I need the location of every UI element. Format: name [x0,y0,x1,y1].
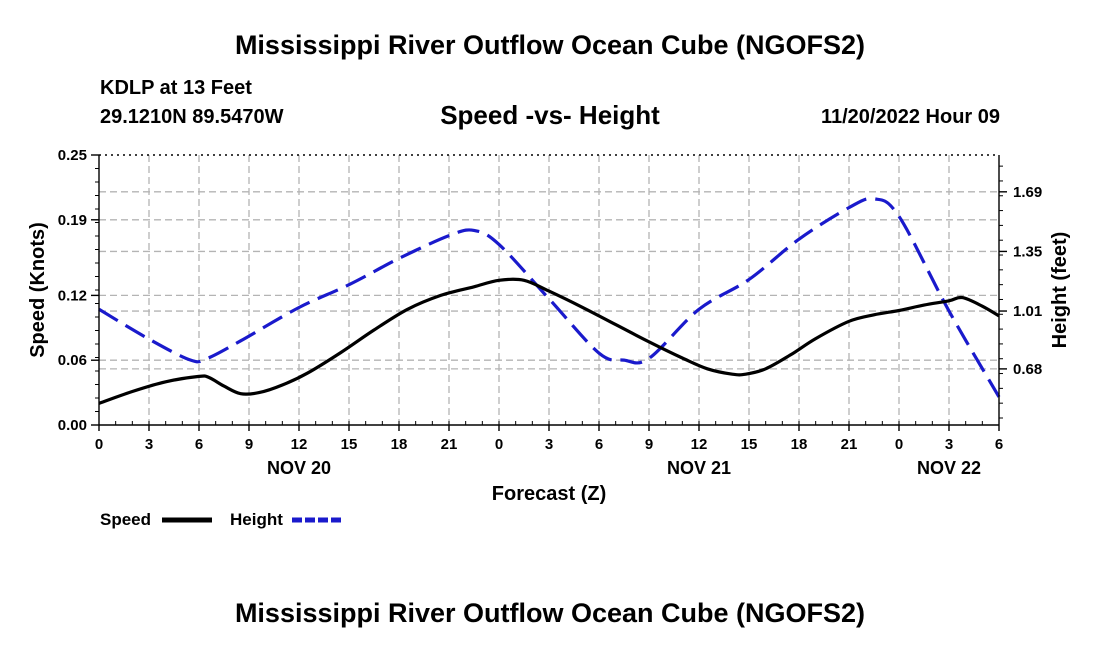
x-tick-label: 3 [145,436,153,453]
series-layer [98,196,1001,405]
y-left-tick-label: 0.25 [58,147,87,164]
grid [99,155,999,425]
y-right-tick-label: 0.68 [1013,361,1042,378]
axes: 0 3 6 9 12 15 18 21 0 3 6 9 12 15 18 21 0 3 6 NOV 20 NOV 21 N… [27,147,1071,505]
x-tick-label: 9 [245,436,253,453]
x-tick-label: 15 [741,436,758,453]
station-coordinates: 29.1210N 89.5470W [100,106,284,128]
y-left-axis-title: Speed (Knots) [27,222,49,358]
x-tick-label: 18 [391,436,408,453]
legend: Speed Height [100,510,342,529]
x-tick-label: 12 [691,436,708,453]
y-right-tick-label: 1.01 [1013,303,1042,320]
legend-label-speed: Speed [100,510,151,529]
x-tick-label: 0 [95,436,103,453]
y-right-tick-label: 1.35 [1013,243,1042,260]
x-tick-label: 0 [495,436,503,453]
y-right-axis-title: Height (feet) [1049,232,1071,349]
forecast-datetime: 11/20/2022 Hour 09 [820,106,1000,128]
station-label: KDLP at 13 Feet [100,77,252,99]
y-left-tick-label: 0.06 [58,352,87,369]
x-tick-label: 21 [441,436,458,453]
y-left-tick-label: 0.00 [58,417,87,434]
x-tick-label: 21 [841,436,858,453]
footer-title: Mississippi River Outflow Ocean Cube (NG… [234,598,866,628]
x-tick-label: 15 [341,436,358,453]
y-right-tick-label: 1.69 [1013,184,1042,201]
legend-label-height: Height [230,510,283,529]
y-left-tick-label: 0.19 [58,212,87,229]
x-tick-label: 12 [291,436,308,453]
x-tick-label: 6 [195,436,203,453]
date-label: NOV 22 [917,458,981,478]
date-label: NOV 21 [667,458,731,478]
height-series-line [98,196,1001,398]
x-tick-label: 0 [895,436,903,453]
page-title: Mississippi River Outflow Ocean Cube (NG… [234,30,866,60]
x-tick-label: 9 [645,436,653,453]
date-label: NOV 20 [267,458,331,478]
x-axis-title: Forecast (Z) [492,483,606,505]
x-tick-label: 3 [945,436,953,453]
speed-series-line [98,277,1000,405]
x-tick-label: 6 [995,436,1003,453]
chart-subtitle: Speed -vs- Height [440,100,660,130]
x-tick-label: 6 [595,436,603,453]
x-tick-label: 3 [545,436,553,453]
x-tick-label: 18 [791,436,808,453]
y-left-tick-label: 0.12 [58,287,87,304]
